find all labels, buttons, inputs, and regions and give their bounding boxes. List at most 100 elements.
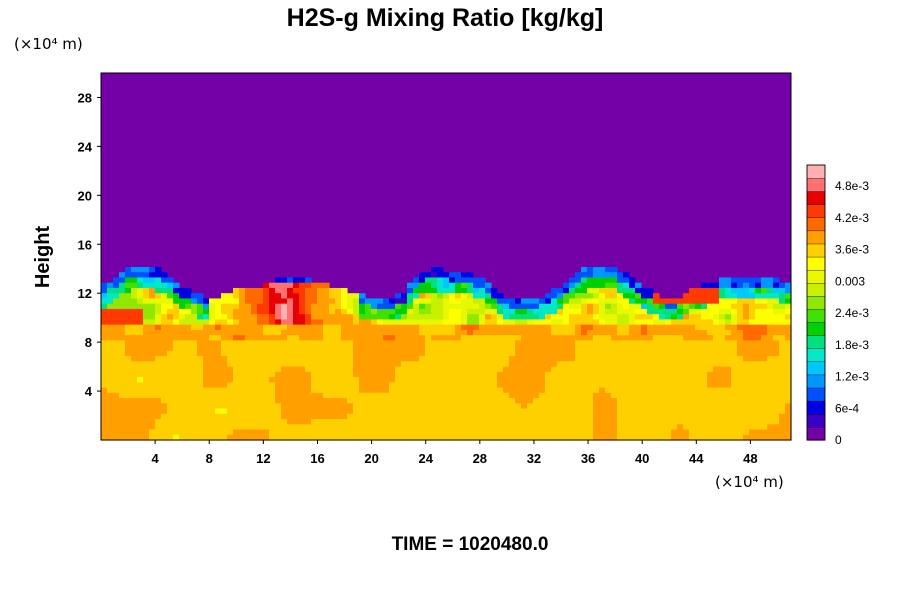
heatmap-cell xyxy=(599,319,606,326)
heatmap-cell xyxy=(227,298,234,305)
heatmap-cell xyxy=(395,319,402,326)
heatmap-cell xyxy=(107,345,114,352)
heatmap-cell xyxy=(485,298,492,305)
heatmap-cell xyxy=(371,314,378,321)
heatmap-cell xyxy=(107,419,114,425)
heatmap-cell xyxy=(113,329,120,336)
heatmap-cell xyxy=(131,356,138,362)
heatmap-cell xyxy=(599,382,606,389)
heatmap-cell xyxy=(575,424,582,431)
heatmap-cell xyxy=(653,382,660,389)
heatmap-cell xyxy=(695,319,702,326)
heatmap-cell xyxy=(323,282,330,289)
heatmap-cell xyxy=(455,361,462,368)
heatmap-cell xyxy=(407,424,414,431)
heatmap-cell xyxy=(293,324,300,331)
heatmap-cell xyxy=(149,408,156,415)
heatmap-cell xyxy=(731,382,738,389)
heatmap-cell xyxy=(425,335,432,341)
heatmap-cell xyxy=(221,382,228,389)
heatmap-cell xyxy=(617,350,624,357)
heatmap-cell xyxy=(245,377,252,383)
heatmap-cell xyxy=(629,345,636,352)
heatmap-cell xyxy=(599,429,606,436)
heatmap-cell xyxy=(347,387,354,394)
heatmap-cell xyxy=(713,303,720,310)
heatmap-cell xyxy=(557,419,564,425)
heatmap-cell xyxy=(695,308,702,315)
heatmap-cell xyxy=(581,398,588,404)
heatmap-cell xyxy=(125,419,132,425)
heatmap-cell xyxy=(575,408,582,415)
heatmap-cell xyxy=(365,382,372,389)
heatmap-cell xyxy=(737,345,744,352)
heatmap-cell xyxy=(125,356,132,362)
heatmap-cell xyxy=(149,350,156,357)
heatmap-cell xyxy=(293,413,300,420)
heatmap-cell xyxy=(689,392,696,399)
heatmap-cell xyxy=(521,419,528,425)
heatmap-cell xyxy=(191,419,198,425)
heatmap-cell xyxy=(269,392,276,399)
heatmap-cell xyxy=(569,377,576,383)
heatmap-cell xyxy=(431,403,438,410)
heatmap-cell xyxy=(263,319,270,326)
heatmap-cell xyxy=(227,377,234,383)
heatmap-cell xyxy=(773,303,780,310)
heatmap-cell xyxy=(635,350,642,357)
heatmap-cell xyxy=(113,366,120,373)
colorbar-swatch xyxy=(806,269,826,284)
heatmap-cell xyxy=(755,387,762,394)
heatmap-cell xyxy=(671,382,678,389)
heatmap-cell xyxy=(107,350,114,357)
heatmap-cell xyxy=(143,419,150,425)
heatmap-cell xyxy=(323,387,330,394)
heatmap-cell xyxy=(227,350,234,357)
heatmap-cell xyxy=(599,361,606,368)
heatmap-cell xyxy=(527,413,534,420)
heatmap-cell xyxy=(539,335,546,341)
heatmap-cell xyxy=(545,413,552,420)
heatmap-cell xyxy=(509,314,516,321)
heatmap-cell xyxy=(185,392,192,399)
heatmap-cell xyxy=(737,314,744,321)
heatmap-cell xyxy=(287,413,294,420)
heatmap-cell xyxy=(605,392,612,399)
heatmap-cell xyxy=(191,408,198,415)
heatmap-cell xyxy=(509,392,516,399)
heatmap-cell xyxy=(449,277,456,284)
heatmap-cell xyxy=(527,387,534,394)
heatmap-cell xyxy=(611,293,618,300)
heatmap-cell xyxy=(629,308,636,315)
heatmap-cell xyxy=(599,335,606,341)
heatmap-cell xyxy=(713,308,720,315)
heatmap-cell xyxy=(503,434,510,441)
heatmap-cell xyxy=(641,308,648,315)
heatmap-cell xyxy=(257,350,264,357)
heatmap-cell xyxy=(605,434,612,441)
heatmap-cell xyxy=(233,382,240,389)
heatmap-cell xyxy=(215,308,222,315)
heatmap-cell xyxy=(533,335,540,341)
heatmap-cell xyxy=(425,308,432,315)
heatmap-cell xyxy=(647,308,654,315)
heatmap-cell xyxy=(197,424,204,431)
heatmap-cell xyxy=(761,419,768,425)
heatmap-cell xyxy=(731,298,738,305)
heatmap-cell xyxy=(269,345,276,352)
heatmap-cell xyxy=(509,408,516,415)
heatmap-cell xyxy=(203,308,210,315)
heatmap-cell xyxy=(749,345,756,352)
heatmap-cell xyxy=(143,319,150,326)
heatmap-cell xyxy=(245,329,252,336)
heatmap-cell xyxy=(221,350,228,357)
heatmap-cell xyxy=(713,329,720,336)
heatmap-cell xyxy=(239,408,246,415)
heatmap-cell xyxy=(647,392,654,399)
heatmap-cell xyxy=(143,434,150,441)
heatmap-cell xyxy=(323,335,330,341)
heatmap-cell xyxy=(299,387,306,394)
heatmap-cell xyxy=(755,298,762,305)
heatmap-cell xyxy=(233,314,240,321)
heatmap-cell xyxy=(641,371,648,378)
